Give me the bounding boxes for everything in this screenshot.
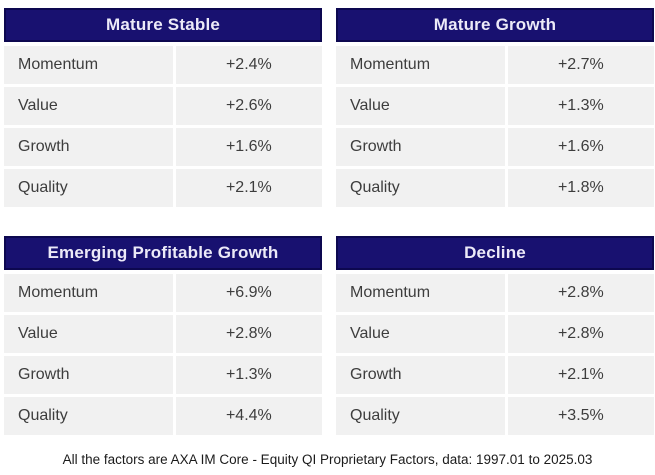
table-body: Momentum +2.8% Value +2.8% Growth +2.1% … xyxy=(336,274,654,435)
table-row: Value +2.8% xyxy=(4,315,322,353)
factor-value: +2.8% xyxy=(225,325,272,342)
table-row: Value +2.8% xyxy=(336,315,654,353)
table-row: Growth +1.6% xyxy=(336,128,654,166)
factor-label: Quality xyxy=(336,169,508,207)
factor-label: Growth xyxy=(4,356,176,394)
table-decline: Decline Momentum +2.8% Value +2.8% Growt… xyxy=(336,236,654,435)
factor-value: +3.5% xyxy=(557,407,604,424)
factor-label: Value xyxy=(4,315,176,353)
factor-value: +1.3% xyxy=(557,97,604,114)
factor-value: +2.6% xyxy=(225,97,272,114)
factor-value: +2.1% xyxy=(225,179,272,196)
factor-label: Momentum xyxy=(4,46,176,84)
table-emerging-profitable-growth: Emerging Profitable Growth Momentum +6.9… xyxy=(4,236,322,435)
factor-label: Value xyxy=(336,315,508,353)
factor-value: +2.4% xyxy=(225,56,272,73)
table-mature-stable: Mature Stable Momentum +2.4% Value +2.6%… xyxy=(4,8,322,207)
factor-value: +1.3% xyxy=(225,366,272,383)
table-mature-growth: Mature Growth Momentum +2.7% Value +1.3%… xyxy=(336,8,654,207)
factor-label: Value xyxy=(336,87,508,125)
table-row: Growth +1.6% xyxy=(4,128,322,166)
table-title-emerging-profitable-growth: Emerging Profitable Growth xyxy=(4,236,322,270)
table-row: Quality +3.5% xyxy=(336,397,654,435)
table-row: Momentum +6.9% xyxy=(4,274,322,312)
factor-value: +2.7% xyxy=(557,56,604,73)
factor-label: Quality xyxy=(4,169,176,207)
factor-value: +2.8% xyxy=(557,284,604,301)
factor-label: Quality xyxy=(4,397,176,435)
tables-grid: Mature Stable Momentum +2.4% Value +2.6%… xyxy=(4,8,654,435)
table-row: Quality +1.8% xyxy=(336,169,654,207)
table-title-mature-stable: Mature Stable xyxy=(4,8,322,42)
factor-label: Growth xyxy=(336,128,508,166)
factor-label: Growth xyxy=(4,128,176,166)
table-title-mature-growth: Mature Growth xyxy=(336,8,654,42)
table-row: Value +1.3% xyxy=(336,87,654,125)
table-row: Momentum +2.7% xyxy=(336,46,654,84)
table-row: Quality +4.4% xyxy=(4,397,322,435)
table-body: Momentum +2.7% Value +1.3% Growth +1.6% … xyxy=(336,46,654,207)
factor-label: Momentum xyxy=(336,274,508,312)
factor-value: +6.9% xyxy=(225,284,272,301)
factor-value: +1.8% xyxy=(557,179,604,196)
table-row: Value +2.6% xyxy=(4,87,322,125)
factor-value: +2.1% xyxy=(557,366,604,383)
factor-label: Value xyxy=(4,87,176,125)
factor-label: Momentum xyxy=(4,274,176,312)
factor-label: Quality xyxy=(336,397,508,435)
factor-value: +1.6% xyxy=(557,138,604,155)
table-title-decline: Decline xyxy=(336,236,654,270)
table-row: Quality +2.1% xyxy=(4,169,322,207)
factor-value: +1.6% xyxy=(225,138,272,155)
factor-label: Momentum xyxy=(336,46,508,84)
footnote: All the factors are AXA IM Core - Equity… xyxy=(62,452,593,467)
table-row: Momentum +2.8% xyxy=(336,274,654,312)
factor-label: Growth xyxy=(336,356,508,394)
factor-value: +4.4% xyxy=(225,407,272,424)
table-body: Momentum +2.4% Value +2.6% Growth +1.6% … xyxy=(4,46,322,207)
table-row: Growth +1.3% xyxy=(4,356,322,394)
table-row: Momentum +2.4% xyxy=(4,46,322,84)
factor-value: +2.8% xyxy=(557,325,604,342)
table-body: Momentum +6.9% Value +2.8% Growth +1.3% … xyxy=(4,274,322,435)
table-row: Growth +2.1% xyxy=(336,356,654,394)
